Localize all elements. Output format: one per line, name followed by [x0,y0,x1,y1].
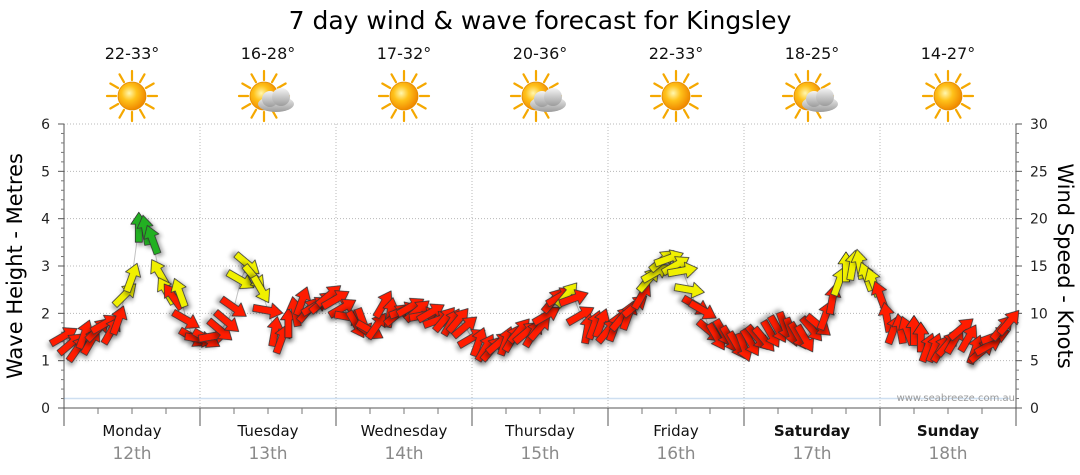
wind-arrow [170,278,189,309]
wind-arrow [109,305,128,336]
y-tick-label-right: 0 [1030,401,1039,417]
wind-arrow [171,309,200,329]
y-tick-label-left: 5 [41,164,50,180]
wind-arrow [225,269,255,290]
temperature-range: 22-33° [105,44,160,63]
y-tick-label-right: 25 [1030,164,1048,180]
temperature-range: 20-36° [513,44,568,63]
y-axis-right-title: Wind Speed - Knots [1053,163,1077,368]
x-date-label: 13th [248,444,287,464]
axes: 0 1 2 3 4 5 6 0 5 10 15 20 25 30 [41,117,1048,426]
temperature-range: 14-27° [921,44,976,63]
wind-arrow [250,274,271,304]
y-tick-label-left: 2 [41,306,50,322]
wind-arrow [996,310,1020,337]
x-date-label: 17th [792,444,831,464]
y-tick-label-right: 20 [1030,212,1048,228]
x-date-label: 18th [928,444,967,464]
sun-icon [649,69,703,123]
wind-arrow [143,225,162,256]
wind-arrow [673,281,705,299]
sun-icon [105,69,159,123]
x-day-label: Tuesday [236,422,298,440]
x-day-label: Saturday [774,422,851,440]
wind-arrow [688,299,717,320]
y-tick-label-right: 30 [1030,117,1048,133]
y-tick-label-right: 5 [1030,354,1039,370]
y-tick-label-left: 0 [41,401,50,417]
grid [64,123,1016,408]
sun-icon [377,69,431,123]
temperature-range: 16-28° [241,44,296,63]
y-tick-label-left: 4 [41,212,50,228]
daily-weather-row: 22-33° 16-28° 17-32° 20-36° 22-33° 18-25° 14-2… [105,44,976,123]
x-date-label: 16th [656,444,695,464]
x-day-label: Thursday [504,422,575,440]
temperature-range: 18-25° [785,44,840,63]
x-day-label: Sunday [917,422,980,440]
wind-arrow [252,302,284,320]
x-axis-day-labels: Monday 12th Tuesday 13th Wednesday 14th Thursd… [102,422,979,464]
wind-arrow [111,283,137,308]
wind-arrow [213,309,240,332]
x-day-label: Wednesday [361,422,448,440]
partly-cloudy-icon [781,69,838,123]
x-day-label: Friday [653,422,699,440]
chart-title: 7 day wind & wave forecast for Kingsley [289,6,792,35]
y-tick-label-left: 3 [41,259,50,275]
y-tick-label-left: 6 [41,117,50,133]
wind-arrow [667,261,698,279]
temperature-range: 17-32° [377,44,432,63]
wind-arrow [558,289,589,308]
sun-icon [921,69,975,123]
partly-cloudy-icon [237,69,294,123]
x-date-label: 12th [112,444,151,464]
y-axis-left-title: Wave Height - Metres [3,153,27,379]
wind-arrow [364,312,386,341]
wind-arrow [123,262,141,294]
y-tick-label-left: 1 [41,354,50,370]
x-date-label: 14th [384,444,423,464]
temperature-range: 22-33° [649,44,704,63]
y-tick-label-right: 15 [1030,259,1048,275]
wind-arrow [912,321,930,353]
wind-series [48,211,1020,365]
wind-arrow [219,295,247,317]
partly-cloudy-icon [509,69,566,123]
y-tick-label-right: 10 [1030,306,1048,322]
x-date-label: 15th [520,444,559,464]
x-day-label: Monday [102,422,161,440]
credit-text: www.seabreeze.com.au [897,393,1015,404]
